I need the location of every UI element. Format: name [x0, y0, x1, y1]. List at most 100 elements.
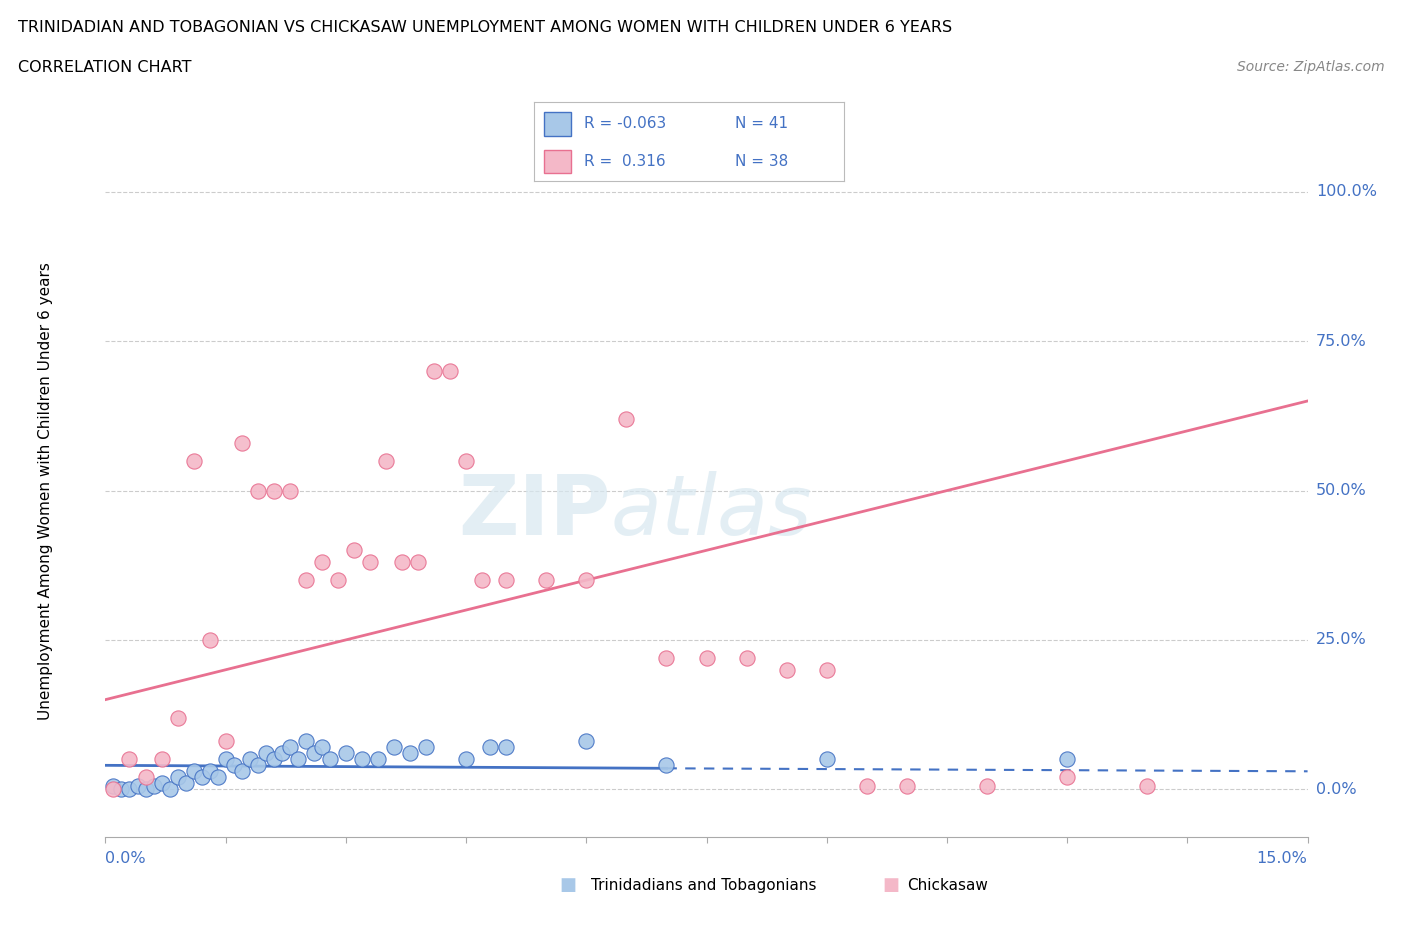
- Point: [350, 752, 373, 767]
- Point: [150, 752, 173, 767]
- Point: [214, 752, 236, 767]
- Point: [183, 453, 205, 468]
- Point: [103, 782, 125, 797]
- Point: [815, 752, 838, 767]
- Point: [495, 740, 517, 755]
- Point: [295, 573, 318, 588]
- Bar: [544, 150, 571, 174]
- Point: [655, 758, 678, 773]
- Text: ZIP: ZIP: [458, 471, 610, 551]
- Text: N = 38: N = 38: [735, 154, 789, 169]
- Point: [382, 740, 405, 755]
- Text: TRINIDADIAN AND TOBAGONIAN VS CHICKASAW UNEMPLOYMENT AMONG WOMEN WITH CHILDREN U: TRINIDADIAN AND TOBAGONIAN VS CHICKASAW …: [18, 20, 952, 35]
- Point: [399, 746, 422, 761]
- Point: [110, 782, 132, 797]
- Text: Chickasaw: Chickasaw: [907, 878, 988, 893]
- Point: [855, 778, 877, 793]
- Text: 100.0%: 100.0%: [1316, 184, 1376, 199]
- Text: atlas: atlas: [610, 471, 813, 551]
- Bar: [544, 112, 571, 136]
- Point: [278, 484, 301, 498]
- Point: [270, 746, 292, 761]
- Point: [454, 752, 477, 767]
- Point: [295, 734, 318, 749]
- Point: [231, 435, 253, 450]
- Text: 25.0%: 25.0%: [1316, 632, 1367, 647]
- Point: [367, 752, 389, 767]
- Point: [174, 776, 197, 790]
- Point: [575, 573, 598, 588]
- Point: [319, 752, 342, 767]
- Point: [166, 770, 188, 785]
- Point: [231, 764, 253, 778]
- Point: [159, 782, 181, 797]
- Point: [439, 364, 461, 379]
- Point: [655, 650, 678, 665]
- Point: [311, 740, 333, 755]
- Point: [335, 746, 357, 761]
- Point: [696, 650, 718, 665]
- Point: [166, 711, 188, 725]
- Point: [254, 746, 277, 761]
- Point: [239, 752, 262, 767]
- Point: [374, 453, 398, 468]
- Point: [103, 778, 125, 793]
- Point: [495, 573, 517, 588]
- Point: [423, 364, 446, 379]
- Point: [135, 770, 157, 785]
- Point: [454, 453, 477, 468]
- Text: CORRELATION CHART: CORRELATION CHART: [18, 60, 191, 75]
- Text: ■: ■: [883, 876, 900, 895]
- Point: [616, 411, 638, 426]
- Point: [735, 650, 758, 665]
- Text: Trinidadians and Tobagonians: Trinidadians and Tobagonians: [591, 878, 815, 893]
- Text: 0.0%: 0.0%: [105, 851, 146, 866]
- Point: [278, 740, 301, 755]
- Point: [190, 770, 212, 785]
- Point: [391, 555, 413, 570]
- Text: Unemployment Among Women with Children Under 6 years: Unemployment Among Women with Children U…: [38, 261, 53, 720]
- Point: [246, 758, 269, 773]
- Point: [326, 573, 349, 588]
- Point: [534, 573, 557, 588]
- Point: [479, 740, 502, 755]
- Point: [359, 555, 381, 570]
- Point: [263, 484, 285, 498]
- Point: [343, 543, 366, 558]
- Text: 50.0%: 50.0%: [1316, 483, 1367, 498]
- Point: [471, 573, 494, 588]
- Text: ■: ■: [560, 876, 576, 895]
- Point: [118, 782, 141, 797]
- Text: R =  0.316: R = 0.316: [583, 154, 665, 169]
- Point: [127, 778, 149, 793]
- Point: [776, 662, 799, 677]
- Point: [406, 555, 429, 570]
- Text: N = 41: N = 41: [735, 116, 789, 131]
- Point: [135, 782, 157, 797]
- Point: [142, 778, 165, 793]
- Point: [976, 778, 998, 793]
- Point: [198, 632, 221, 647]
- Text: R = -0.063: R = -0.063: [583, 116, 666, 131]
- Point: [118, 752, 141, 767]
- Point: [183, 764, 205, 778]
- Point: [214, 734, 236, 749]
- Point: [246, 484, 269, 498]
- Point: [198, 764, 221, 778]
- Point: [1056, 752, 1078, 767]
- Point: [207, 770, 229, 785]
- Point: [263, 752, 285, 767]
- Point: [815, 662, 838, 677]
- Text: Source: ZipAtlas.com: Source: ZipAtlas.com: [1237, 60, 1385, 74]
- Point: [150, 776, 173, 790]
- Point: [287, 752, 309, 767]
- Point: [575, 734, 598, 749]
- Point: [302, 746, 325, 761]
- Text: 15.0%: 15.0%: [1257, 851, 1308, 866]
- Point: [415, 740, 437, 755]
- Point: [311, 555, 333, 570]
- Point: [222, 758, 245, 773]
- Text: 0.0%: 0.0%: [1316, 782, 1357, 797]
- Point: [1136, 778, 1159, 793]
- Point: [896, 778, 918, 793]
